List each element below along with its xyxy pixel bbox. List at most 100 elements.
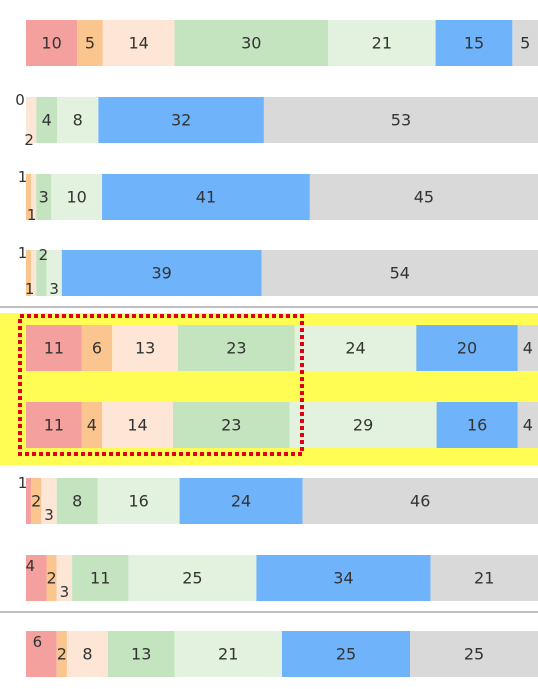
bar-segment (517, 402, 538, 448)
data-label: 1 (27, 206, 37, 224)
data-label: 23 (226, 339, 246, 358)
bar-segment (328, 20, 436, 66)
bar-row-7 (26, 478, 538, 524)
data-label: 3 (49, 280, 59, 298)
bar-segment (26, 20, 78, 66)
bar-segment (173, 402, 290, 448)
data-label: 46 (410, 492, 430, 511)
data-label: 4 (523, 416, 533, 435)
bar-segment (61, 250, 262, 296)
bar-segment (416, 325, 518, 371)
bar-segment (435, 20, 513, 66)
bar-segment (31, 478, 42, 524)
bar-segment (178, 325, 295, 371)
bar-segment (179, 478, 303, 524)
bar-segment (261, 250, 538, 296)
bar-segment (517, 325, 538, 371)
data-label: 24 (345, 339, 365, 358)
bar-segment (81, 402, 103, 448)
bar-segment (36, 250, 47, 296)
data-label: 8 (73, 111, 83, 130)
data-label: 23 (221, 416, 241, 435)
data-label: 21 (372, 34, 392, 53)
bar-segment (294, 325, 417, 371)
data-label: 3 (44, 506, 54, 524)
bar-segment (302, 478, 538, 524)
bar-segment (81, 325, 113, 371)
data-label: 25 (464, 645, 484, 664)
bar-segment (102, 174, 310, 220)
bar-segment (102, 402, 174, 448)
bar-segment (57, 97, 99, 143)
bar-segment (26, 97, 37, 143)
bar-segment (26, 478, 32, 524)
data-label: 3 (39, 188, 49, 207)
bar-segment (174, 631, 282, 677)
data-label: 20 (457, 339, 477, 358)
bar-segment (46, 250, 62, 296)
data-label: 39 (152, 264, 172, 283)
bar-row-6 (26, 402, 538, 448)
bar-segment (26, 402, 82, 448)
data-label: 2 (24, 131, 34, 149)
bar-segment (72, 555, 129, 601)
bar-segment (56, 555, 73, 601)
bar-segment (98, 97, 264, 143)
bar-segment (36, 97, 58, 143)
bar-segment (128, 555, 257, 601)
data-label: 15 (464, 34, 484, 53)
bar-row-5 (26, 325, 538, 371)
data-label: 14 (128, 34, 148, 53)
data-label: 45 (414, 188, 434, 207)
bar-segment (282, 631, 410, 677)
bar-segment (26, 631, 57, 677)
bar-segment (31, 174, 37, 220)
bar-row-9 (26, 631, 538, 677)
bar-segment (46, 555, 57, 601)
bar-segment (66, 631, 108, 677)
data-label: 32 (171, 111, 191, 130)
bar-segment (26, 555, 47, 601)
highlight-box (18, 314, 304, 456)
data-label: 2 (57, 645, 67, 664)
bar-segment (26, 250, 32, 296)
bar-segment (36, 174, 52, 220)
data-label: 14 (127, 416, 147, 435)
data-label: 16 (467, 416, 487, 435)
data-label: 53 (391, 111, 411, 130)
data-label: 8 (72, 492, 82, 511)
data-label: 0 (15, 91, 25, 109)
bar-segment (77, 20, 103, 66)
bar-segment (41, 478, 57, 524)
data-label: 4 (523, 339, 533, 358)
bar-row-2 (26, 97, 538, 143)
bar-segment (430, 555, 538, 601)
data-label: 1 (25, 280, 35, 298)
bar-row-1 (26, 20, 538, 66)
bar-segment (256, 555, 431, 601)
data-label: 13 (135, 339, 155, 358)
bars-layer (26, 20, 538, 677)
data-label: 1 (18, 168, 28, 186)
data-label: 21 (218, 645, 238, 664)
data-label: 11 (90, 569, 110, 588)
data-label: 8 (82, 645, 92, 664)
bar-segment (263, 97, 538, 143)
data-label: 10 (41, 34, 61, 53)
data-label: 5 (520, 34, 530, 53)
data-label: 2 (47, 569, 57, 588)
bar-row-8 (26, 555, 538, 601)
bar-segment (309, 174, 538, 220)
bar-segment (97, 478, 180, 524)
data-label: 1 (18, 244, 28, 262)
data-label: 41 (196, 188, 216, 207)
bar-segment (102, 20, 175, 66)
bar-row-4 (26, 250, 538, 296)
data-label: 16 (128, 492, 148, 511)
data-label: 2 (39, 246, 49, 264)
bar-segment (107, 631, 175, 677)
data-label: 4 (25, 557, 35, 575)
data-label: 25 (182, 569, 202, 588)
